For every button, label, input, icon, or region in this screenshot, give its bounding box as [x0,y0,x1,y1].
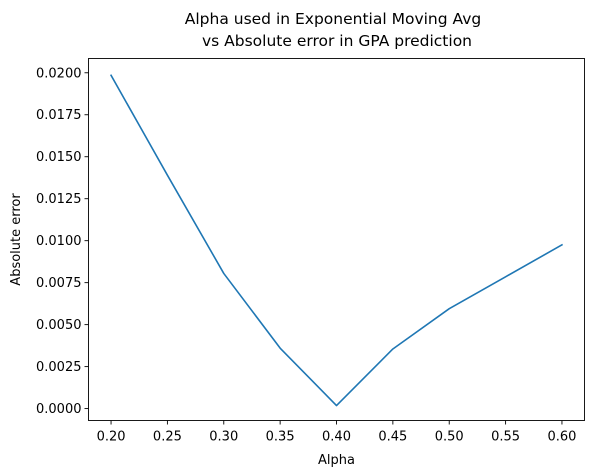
y-tick-label: 0.0075 [36,276,82,291]
y-tick-label: 0.0125 [36,192,82,207]
x-tick-label: 0.55 [491,430,520,445]
y-tick-label: 0.0000 [36,402,82,417]
chart-title-line-2: vs Absolute error in GPA prediction [202,32,472,50]
y-tick-label: 0.0175 [36,108,82,123]
x-tick-label: 0.25 [153,430,182,445]
plot-frame [88,58,585,421]
x-tick-label: 0.50 [435,430,464,445]
x-tick-label: 0.60 [547,430,576,445]
y-tick-label: 0.0100 [36,234,82,249]
x-axis-ticks: 0.20 0.25 0.30 0.35 0.40 0.45 0.50 0.55 0.60 [97,420,576,445]
x-tick-label: 0.45 [378,430,407,445]
y-tick-label: 0.0150 [36,150,82,165]
x-tick-label: 0.40 [322,430,351,445]
x-tick-label: 0.30 [209,430,238,445]
x-axis-label: Alpha [318,453,355,468]
y-tick-label: 0.0025 [36,360,82,375]
x-tick-label: 0.35 [266,430,295,445]
y-axis-label: Absolute error [9,193,24,286]
x-tick-label: 0.20 [97,430,126,445]
y-axis-ticks: 0.0000 0.0025 0.0050 0.0075 0.0100 0.0125 0.01… [36,66,89,417]
y-tick-label: 0.0050 [36,318,82,333]
y-tick-label: 0.0200 [36,66,82,81]
plot-area [88,58,585,421]
chart-title-line-1: Alpha used in Exponential Moving Avg [185,10,481,28]
series-line [109,74,564,407]
